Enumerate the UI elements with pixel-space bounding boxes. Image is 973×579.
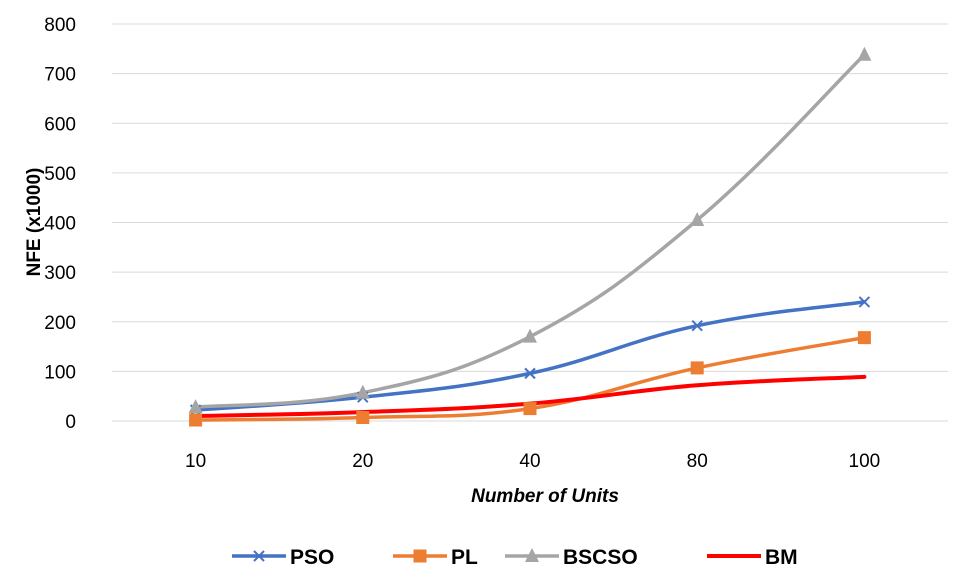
y-axis-title: NFE (x1000) bbox=[24, 168, 45, 277]
legend-item-pso: PSO bbox=[232, 546, 334, 569]
x-axis-ticks: 10 20 40 80 100 bbox=[185, 451, 880, 472]
y-tick-label: 0 bbox=[65, 412, 76, 433]
data-point-pl bbox=[523, 402, 537, 416]
data-point-pso bbox=[858, 296, 871, 308]
data-point-bscso bbox=[355, 384, 370, 399]
data-point-bscso bbox=[690, 212, 705, 227]
x-tick-label: 20 bbox=[352, 451, 373, 472]
y-tick-label: 600 bbox=[44, 114, 76, 135]
legend-label: PSO bbox=[290, 546, 334, 569]
x-tick-label: 40 bbox=[519, 451, 540, 472]
data-point-pl bbox=[690, 361, 704, 375]
data-point-pl bbox=[189, 413, 203, 427]
y-tick-label: 400 bbox=[44, 214, 76, 235]
data-point-bscso bbox=[857, 46, 872, 61]
y-tick-label: 300 bbox=[44, 263, 76, 284]
data-point-pl bbox=[356, 411, 370, 425]
legend-marker bbox=[413, 549, 427, 563]
data-point-pso bbox=[524, 367, 536, 380]
y-tick-label: 100 bbox=[44, 362, 76, 383]
y-tick-label: 200 bbox=[44, 313, 76, 334]
gridlines bbox=[112, 23, 948, 422]
data-point-bscso bbox=[188, 399, 203, 414]
y-axis-ticks: 0 100 200 300 400 500 600 700 800 bbox=[44, 15, 76, 433]
y-tick-label: 800 bbox=[44, 15, 76, 36]
legend-item-bm: BM bbox=[707, 546, 798, 569]
legend-label: PL bbox=[451, 546, 478, 569]
legend: PSO PL BSCSO BM bbox=[232, 546, 798, 569]
x-axis-title: Number of Units bbox=[471, 486, 619, 507]
y-tick-label: 700 bbox=[44, 65, 76, 86]
series-line-bscso bbox=[193, 53, 867, 409]
legend-item-bscso: BSCSO bbox=[505, 546, 638, 569]
x-tick-label: 80 bbox=[687, 451, 708, 472]
x-tick-label: 100 bbox=[849, 451, 881, 472]
legend-marker bbox=[525, 548, 539, 562]
legend-marker bbox=[253, 550, 265, 562]
data-point-pl bbox=[857, 331, 871, 345]
series-lines bbox=[193, 53, 867, 422]
legend-label: BM bbox=[765, 546, 798, 569]
series-markers bbox=[188, 46, 872, 427]
legend-item-pl: PL bbox=[393, 546, 478, 569]
legend-label: BSCSO bbox=[563, 546, 638, 569]
data-point-pso bbox=[691, 320, 703, 332]
data-point-bscso bbox=[523, 328, 537, 343]
x-tick-label: 10 bbox=[185, 451, 206, 472]
y-tick-label: 500 bbox=[44, 164, 76, 185]
